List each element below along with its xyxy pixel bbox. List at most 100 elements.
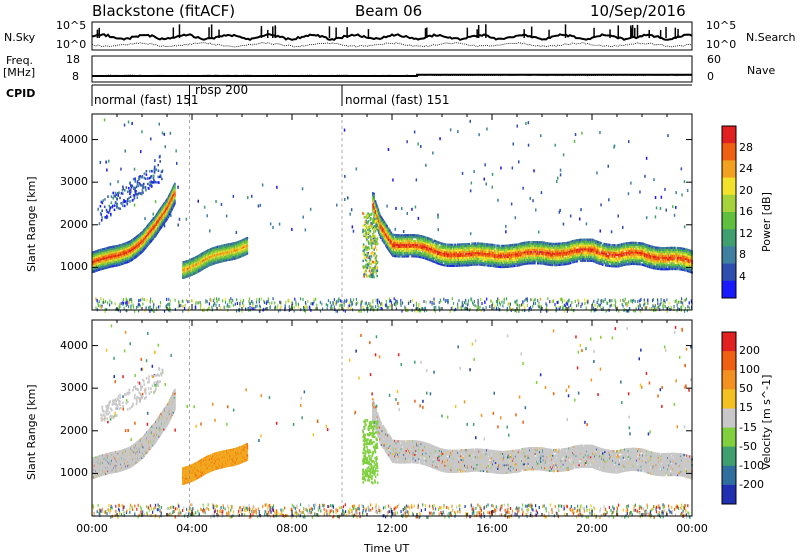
power-scatter-point [159,123,161,126]
power-ground-clutter [595,304,596,307]
power-upper-blob-point [112,192,114,195]
power-ground-clutter [593,307,594,310]
power-ground-clutter [410,300,411,303]
power-ground-clutter [386,300,387,303]
power-ground-clutter [408,302,409,305]
power-ground-clutter [382,303,383,306]
power-ground-clutter [626,303,627,306]
power-upper-blob-point [104,206,106,209]
power-ground-clutter [370,302,371,305]
power-scatter-point [209,229,211,232]
power-ground-clutter [400,299,401,302]
power-scatter-point [492,173,494,176]
power-ground-clutter [486,306,487,309]
power-ground-clutter [375,305,376,308]
power-upper-blob-point [111,202,113,205]
power-scatter-point [99,222,101,225]
power-ground-clutter [620,299,621,302]
power-scatter-point [470,189,472,192]
power-scatter-point [532,199,534,202]
power-early-band [103,267,105,269]
power-scatter-point [153,213,155,216]
power-scatter-point [236,231,238,234]
power-ground-clutter [184,307,185,310]
power-ground-clutter [273,297,274,300]
power-ground-clutter [351,302,352,305]
power-ground-clutter [130,305,131,308]
power-ground-clutter [457,303,458,306]
power-upper-blob-point [124,189,126,192]
power-scatter-point [570,215,572,218]
power-upper-blob-point [129,193,131,196]
power-ground-clutter [464,301,465,304]
power-ground-clutter [166,304,167,307]
power-scatter-point [664,188,666,191]
power-ground-clutter [538,302,539,305]
power-ground-clutter [232,299,233,302]
power-ground-clutter [103,301,104,304]
power-upper-blob-point [128,187,130,190]
power-upper-blob-point [101,219,103,222]
power-ground-clutter [671,306,672,309]
power-ground-clutter [391,301,392,304]
power-scatter-point [684,225,686,228]
power-ground-clutter [609,299,610,302]
power-ground-clutter [123,302,124,305]
power-ground-clutter [216,300,217,303]
power-scatter-point [596,171,598,174]
power-scatter-point [522,187,524,190]
power-ground-clutter [677,304,678,307]
power-scatter-point [388,148,390,151]
power-ground-clutter [603,300,604,303]
power-ground-clutter [476,305,477,308]
power-scatter-point [128,121,130,124]
power-scatter-point [608,165,610,168]
power-ground-clutter [564,299,565,302]
power-ground-clutter [277,304,278,307]
power-ground-clutter [340,299,341,302]
power-scatter-point [165,145,167,148]
power-ground-clutter [665,305,666,308]
power-scatter-point [176,162,178,165]
power-scatter-point [560,173,562,176]
power-ground-clutter [368,302,369,305]
power-ground-clutter [285,301,286,304]
power-ground-clutter [360,307,361,310]
power-ground-clutter [390,304,391,307]
power-ground-clutter [111,301,112,304]
power-ground-clutter [598,303,599,306]
power-ground-clutter [639,299,640,302]
power-ground-clutter [467,303,468,306]
power-scatter-point [528,144,530,147]
power-upper-blob-point [157,164,159,167]
power-ground-clutter [305,305,306,308]
power-scatter-point [556,180,558,183]
power-scatter-point [170,132,172,135]
power-ground-clutter [496,300,497,303]
power-ground-clutter [500,303,501,306]
power-ground-clutter [255,305,256,308]
power-ground-clutter [310,302,311,305]
power-ground-clutter [356,303,357,306]
power-ground-clutter [598,299,599,302]
power-ground-clutter [371,306,372,309]
power-scatter-point [667,134,669,137]
power-ground-clutter [452,306,453,309]
power-ground-clutter [531,298,532,301]
power-scatter-point [661,196,663,199]
power-ground-clutter [644,302,645,305]
power-scatter-point [178,224,180,227]
power-scatter-point [675,191,677,194]
power-ground-clutter [587,300,588,303]
power-ground-clutter [639,303,640,306]
power-ground-clutter [535,298,536,301]
power-ground-clutter [497,303,498,306]
power-ground-clutter [170,300,171,303]
power-upper-blob-point [139,175,141,178]
power-scatter-point [655,196,657,199]
power-ground-clutter [307,300,308,303]
power-upper-blob-point [107,195,109,198]
power-ground-clutter [346,299,347,302]
power-scatter-point [407,212,409,215]
power-scatter-point [251,195,253,198]
